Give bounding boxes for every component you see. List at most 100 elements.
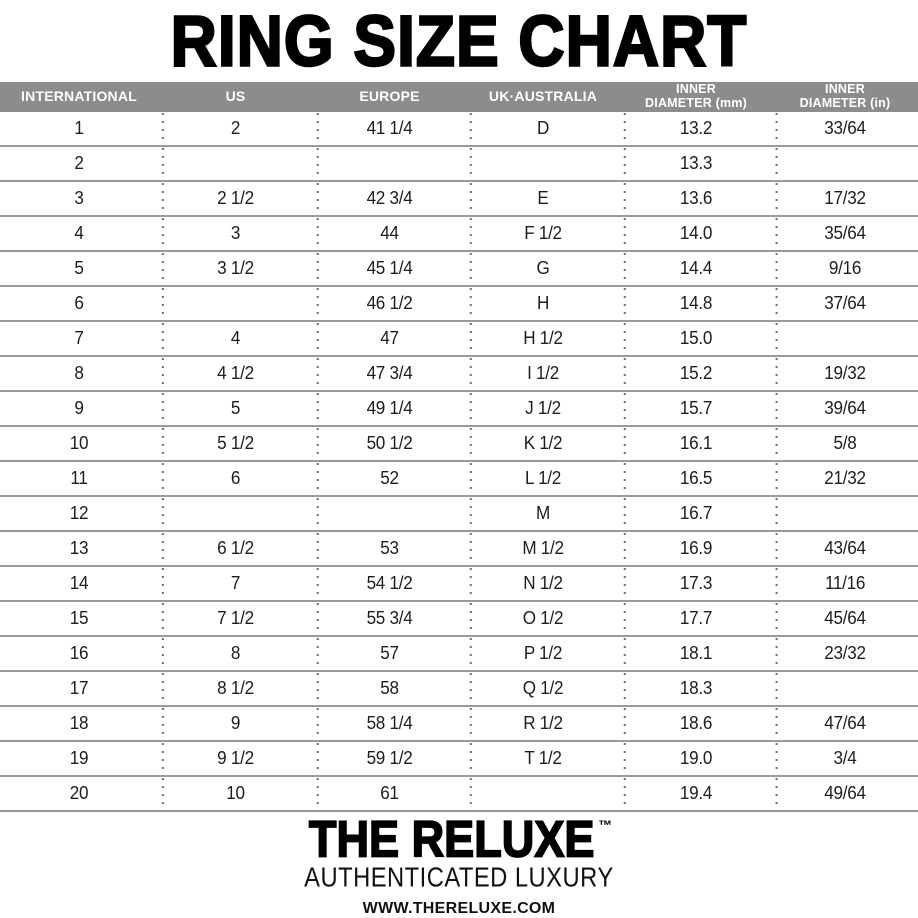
cell-europe — [317, 147, 462, 181]
table-row: 17 8 1/2 58 Q 1/2 18.3 — [0, 672, 918, 707]
cell-europe: 52 — [317, 462, 462, 496]
cell-uk-australia: T 1/2 — [470, 742, 616, 776]
cell-europe: 47 — [317, 322, 462, 356]
cell-diameter-mm: 19.4 — [624, 777, 768, 811]
table-row: 18 9 58 1/4 R 1/2 18.6 47/64 — [0, 707, 918, 742]
cell-diameter-in: 23/32 — [776, 637, 915, 671]
column-header-us: US — [225, 88, 246, 105]
cell-uk-australia: N 1/2 — [470, 567, 616, 601]
cell-diameter-mm: 18.3 — [624, 672, 768, 706]
cell-europe: 59 1/2 — [317, 742, 462, 776]
cell-us: 7 1/2 — [162, 602, 309, 636]
cell-diameter-in: 43/64 — [776, 532, 915, 566]
cell-uk-australia: R 1/2 — [470, 707, 616, 741]
cell-uk-australia: L 1/2 — [470, 462, 616, 496]
ring-size-table-body: 1 2 41 1/4 D 13.2 33/64 2 13.3 3 2 1/2 42 3/4 E 13.6… — [0, 112, 918, 812]
cell-diameter-mm: 17.7 — [624, 602, 768, 636]
cell-diameter-mm: 17.3 — [624, 567, 768, 601]
cell-international: 15 — [69, 607, 89, 629]
cell-europe: 46 1/2 — [317, 287, 462, 321]
cell-europe: 41 1/4 — [317, 112, 462, 146]
cell-international: 19 — [69, 747, 89, 769]
cell-diameter-in — [776, 147, 915, 181]
cell-us: 6 — [162, 462, 309, 496]
table-row: 6 46 1/2 H 14.8 37/64 — [0, 287, 918, 322]
cell-diameter-mm: 18.1 — [624, 637, 768, 671]
cell-diameter-in — [776, 497, 915, 531]
cell-europe: 58 1/4 — [317, 707, 462, 741]
table-row: 3 2 1/2 42 3/4 E 13.6 17/32 — [0, 182, 918, 217]
cell-uk-australia: H 1/2 — [470, 322, 616, 356]
cell-diameter-mm: 14.0 — [624, 217, 768, 251]
cell-international: 6 — [74, 292, 84, 314]
cell-international: 7 — [74, 327, 84, 349]
cell-uk-australia: Q 1/2 — [470, 672, 616, 706]
table-row: 15 7 1/2 55 3/4 O 1/2 17.7 45/64 — [0, 602, 918, 637]
cell-us — [162, 147, 309, 181]
table-row: 19 9 1/2 59 1/2 T 1/2 19.0 3/4 — [0, 742, 918, 777]
table-row: 9 5 49 1/4 J 1/2 15.7 39/64 — [0, 392, 918, 427]
page-title-wrap: RING SIZE CHART — [0, 0, 918, 82]
cell-diameter-mm: 15.7 — [624, 392, 768, 426]
cell-diameter-mm: 13.3 — [624, 147, 768, 181]
cell-us: 8 — [162, 637, 309, 671]
cell-us: 3 1/2 — [162, 252, 309, 286]
table-row: 5 3 1/2 45 1/4 G 14.4 9/16 — [0, 252, 918, 287]
table-row: 7 4 47 H 1/2 15.0 — [0, 322, 918, 357]
cell-international: 3 — [74, 187, 84, 209]
cell-europe: 53 — [317, 532, 462, 566]
brand-tagline: AUTHENTICATED LUXURY — [304, 862, 614, 894]
cell-international: 18 — [69, 712, 89, 734]
cell-uk-australia: P 1/2 — [470, 637, 616, 671]
cell-europe: 57 — [317, 637, 462, 671]
cell-us: 9 — [162, 707, 309, 741]
cell-us: 5 1/2 — [162, 427, 309, 461]
cell-diameter-in: 39/64 — [776, 392, 915, 426]
cell-us — [162, 287, 309, 321]
cell-international: 20 — [69, 782, 89, 804]
cell-europe — [317, 497, 462, 531]
cell-uk-australia — [470, 777, 616, 811]
cell-diameter-in: 11/16 — [776, 567, 915, 601]
cell-diameter-mm: 16.1 — [624, 427, 768, 461]
cell-diameter-mm: 19.0 — [624, 742, 768, 776]
cell-international: 8 — [74, 362, 84, 384]
cell-diameter-in: 17/32 — [776, 182, 915, 216]
table-row: 8 4 1/2 47 3/4 I 1/2 15.2 19/32 — [0, 357, 918, 392]
cell-diameter-in: 21/32 — [776, 462, 915, 496]
cell-international: 1 — [74, 117, 84, 139]
cell-diameter-in: 35/64 — [776, 217, 915, 251]
column-header-inner-diameter-mm: INNER DIAMETER (mm) — [645, 82, 747, 110]
cell-international: 9 — [74, 397, 84, 419]
cell-uk-australia: D — [470, 112, 616, 146]
column-header-international: INTERNATIONAL — [21, 88, 137, 105]
cell-uk-australia — [470, 147, 616, 181]
table-row: 10 5 1/2 50 1/2 K 1/2 16.1 5/8 — [0, 427, 918, 462]
cell-uk-australia: M — [470, 497, 616, 531]
cell-europe: 50 1/2 — [317, 427, 462, 461]
cell-diameter-mm: 15.0 — [624, 322, 768, 356]
cell-europe: 61 — [317, 777, 462, 811]
trademark-symbol: ™ — [598, 817, 613, 833]
table-row: 11 6 52 L 1/2 16.5 21/32 — [0, 462, 918, 497]
cell-diameter-mm: 14.8 — [624, 287, 768, 321]
cell-international: 12 — [69, 502, 89, 524]
cell-uk-australia: H — [470, 287, 616, 321]
column-header-europe: EUROPE — [359, 88, 420, 105]
cell-diameter-in — [776, 322, 915, 356]
brand-line: THE RELUXE ™ — [306, 813, 613, 865]
cell-diameter-mm: 16.9 — [624, 532, 768, 566]
cell-diameter-in: 5/8 — [776, 427, 915, 461]
cell-us: 4 1/2 — [162, 357, 309, 391]
table-row: 1 2 41 1/4 D 13.2 33/64 — [0, 112, 918, 147]
cell-diameter-in: 3/4 — [776, 742, 915, 776]
cell-europe: 47 3/4 — [317, 357, 462, 391]
table-row: 14 7 54 1/2 N 1/2 17.3 11/16 — [0, 567, 918, 602]
cell-diameter-in: 37/64 — [776, 287, 915, 321]
cell-international: 17 — [69, 677, 89, 699]
cell-us — [162, 497, 309, 531]
table-row: 20 10 61 19.4 49/64 — [0, 777, 918, 812]
website-url: WWW.THERELUXE.COM — [362, 900, 556, 917]
cell-diameter-in: 47/64 — [776, 707, 915, 741]
cell-us: 5 — [162, 392, 309, 426]
